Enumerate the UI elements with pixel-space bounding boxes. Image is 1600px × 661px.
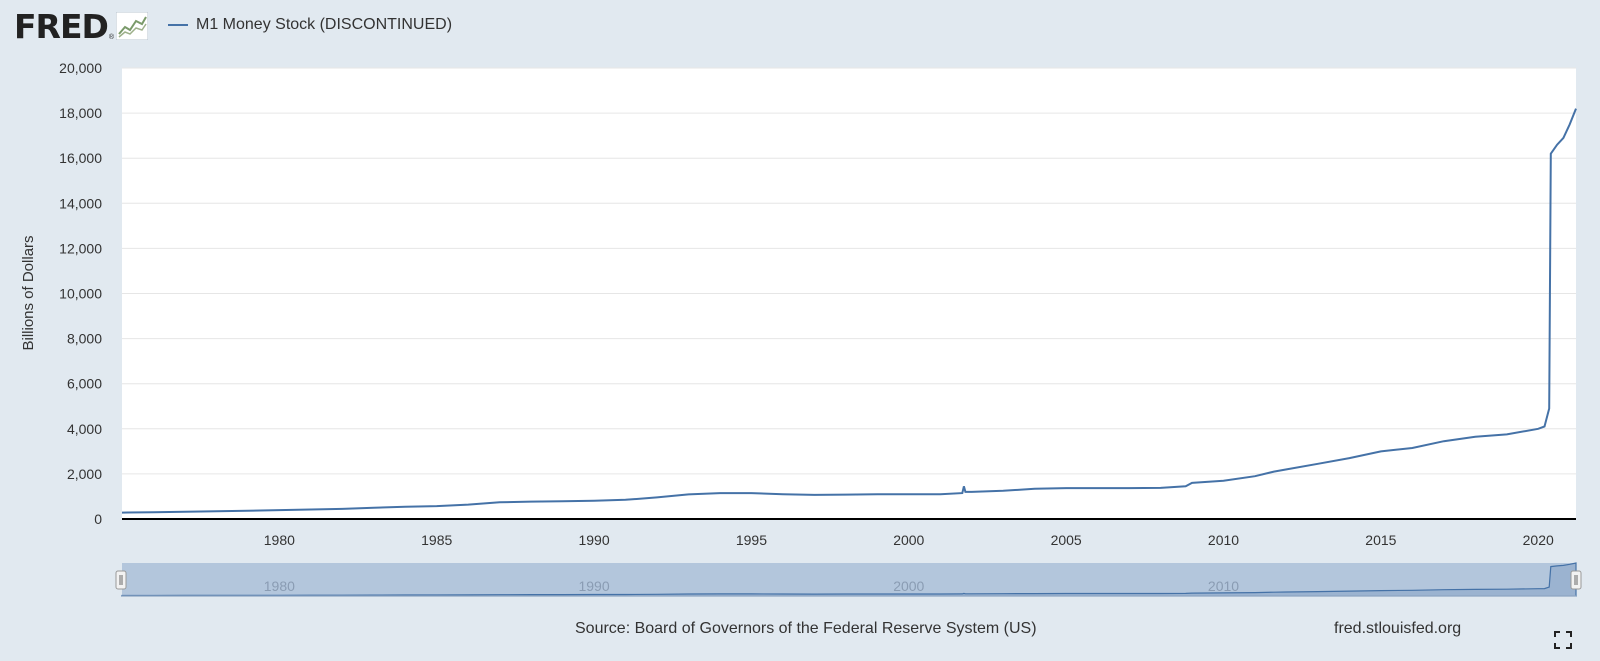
x-tick-label: 2005 bbox=[1051, 532, 1082, 548]
navigator-x-label: 1990 bbox=[578, 578, 609, 594]
y-tick-label: 2,000 bbox=[67, 466, 102, 482]
line-chart-icon bbox=[116, 12, 149, 40]
navigator-x-label: 2010 bbox=[1208, 578, 1239, 594]
x-tick-label: 1995 bbox=[736, 532, 767, 548]
y-tick-label: 4,000 bbox=[67, 421, 102, 437]
site-link[interactable]: fred.stlouisfed.org bbox=[1334, 620, 1462, 637]
logo-registered-mark: ® bbox=[108, 34, 115, 41]
navigator-handle-right[interactable] bbox=[1570, 570, 1582, 590]
legend-label: M1 Money Stock (DISCONTINUED) bbox=[196, 16, 453, 33]
navigator-selection[interactable] bbox=[122, 563, 1576, 596]
logo-text: FRED bbox=[14, 7, 109, 46]
y-tick-label: 0 bbox=[94, 511, 102, 527]
y-tick-label: 10,000 bbox=[59, 286, 102, 302]
fred-logo[interactable]: FRED ® bbox=[14, 7, 149, 46]
y-tick-label: 14,000 bbox=[59, 195, 102, 211]
navigator-x-label: 2000 bbox=[893, 578, 924, 594]
navigator-x-label: 1980 bbox=[264, 578, 295, 594]
y-tick-label: 12,000 bbox=[59, 240, 102, 256]
y-axis-label: Billions of Dollars bbox=[20, 235, 37, 350]
y-tick-label: 18,000 bbox=[59, 105, 102, 121]
x-tick-label: 2015 bbox=[1365, 532, 1396, 548]
x-tick-label: 2020 bbox=[1523, 532, 1554, 548]
x-tick-label: 1990 bbox=[578, 532, 609, 548]
navigator-series-line bbox=[121, 562, 1577, 597]
expand-icon[interactable] bbox=[1554, 631, 1572, 649]
navigator[interactable]: 1980 1990 2000 2010 bbox=[115, 562, 1582, 597]
y-tick-label: 8,000 bbox=[67, 331, 102, 347]
y-tick-label: 20,000 bbox=[59, 60, 102, 76]
x-tick-label: 1985 bbox=[421, 532, 452, 548]
series-line-m1 bbox=[121, 108, 1577, 514]
x-tick-label: 2010 bbox=[1208, 532, 1239, 548]
y-tick-label: 6,000 bbox=[67, 376, 102, 392]
y-tick-label: 16,000 bbox=[59, 150, 102, 166]
navigator-handle-left[interactable] bbox=[115, 570, 127, 590]
source-note: Source: Board of Governors of the Federa… bbox=[575, 620, 1037, 637]
legend-swatch bbox=[168, 24, 188, 26]
x-tick-label: 2000 bbox=[893, 532, 924, 548]
legend[interactable]: M1 Money Stock (DISCONTINUED) bbox=[168, 16, 452, 34]
x-tick-label: 1980 bbox=[264, 532, 295, 548]
